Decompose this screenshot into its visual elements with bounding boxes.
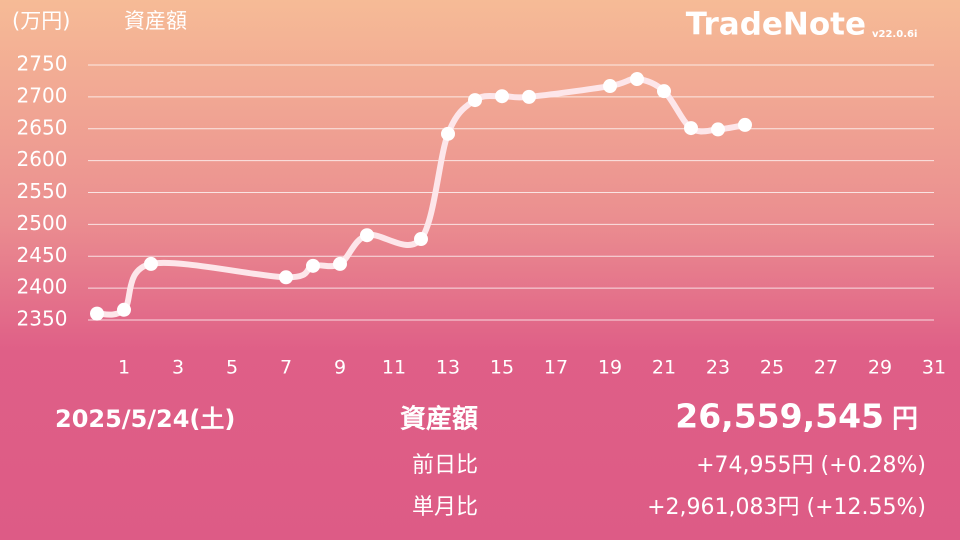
data-point — [495, 89, 509, 104]
y-tick-label: 2650 — [17, 115, 68, 139]
series-line — [94, 75, 748, 318]
data-point — [117, 302, 131, 317]
y-tick-label: 2350 — [17, 307, 68, 331]
x-tick-label: 21 — [652, 357, 676, 379]
data-point — [684, 121, 698, 136]
x-tick-label: 13 — [436, 357, 460, 379]
data-point — [414, 232, 428, 247]
x-tick-label: 15 — [490, 357, 514, 379]
day-change: +74,955円 (+0.28%) — [696, 453, 926, 478]
x-tick-label: 9 — [334, 357, 346, 379]
asset-value: 26,559,545 — [675, 397, 884, 436]
x-tick-label: 11 — [382, 357, 406, 379]
app-version: v22.0.6i — [872, 29, 917, 40]
data-point — [603, 79, 617, 94]
x-tick-label: 25 — [760, 357, 784, 379]
y-tick-label: 2400 — [17, 275, 68, 299]
month-label: 単月比 — [412, 495, 478, 520]
app-name: TradeNote — [686, 7, 866, 43]
x-tick-label: 19 — [598, 357, 622, 379]
data-point — [360, 228, 374, 243]
data-point — [90, 306, 104, 321]
y-tick-label: 2750 — [17, 52, 68, 76]
data-point — [279, 270, 293, 285]
x-tick-label: 27 — [814, 357, 838, 379]
x-tick-label: 23 — [706, 357, 730, 379]
month-change: +2,961,083円 (+12.55%) — [647, 495, 926, 520]
x-tick-label: 7 — [280, 357, 292, 379]
data-point — [711, 122, 725, 137]
chart-title: 資産額 — [124, 9, 187, 33]
x-tick-label: 17 — [544, 357, 568, 379]
x-tick-label: 31 — [922, 357, 946, 379]
x-tick-label: 29 — [868, 357, 892, 379]
y-tick-label: 2450 — [17, 243, 68, 267]
asset-label: 資産額 — [400, 404, 478, 435]
data-point — [468, 93, 482, 108]
x-tick-label: 3 — [172, 357, 184, 379]
x-tick-label: 1 — [118, 357, 130, 379]
data-point — [630, 72, 644, 87]
data-point — [144, 256, 158, 271]
x-tick-label: 5 — [226, 357, 238, 379]
data-point — [738, 117, 752, 132]
data-point — [306, 258, 320, 273]
data-point — [522, 89, 536, 104]
y-unit: (万円) — [12, 9, 70, 33]
y-tick-label: 2600 — [17, 147, 68, 171]
day-label: 前日比 — [412, 453, 478, 478]
y-tick-label: 2550 — [17, 179, 68, 203]
data-point — [441, 126, 455, 141]
data-point — [657, 84, 671, 99]
y-tick-label: 2500 — [17, 211, 68, 235]
data-point — [333, 256, 347, 271]
asset-unit: 円 — [892, 405, 918, 435]
date: 2025/5/24(土) — [55, 405, 235, 433]
y-tick-label: 2700 — [17, 83, 68, 107]
